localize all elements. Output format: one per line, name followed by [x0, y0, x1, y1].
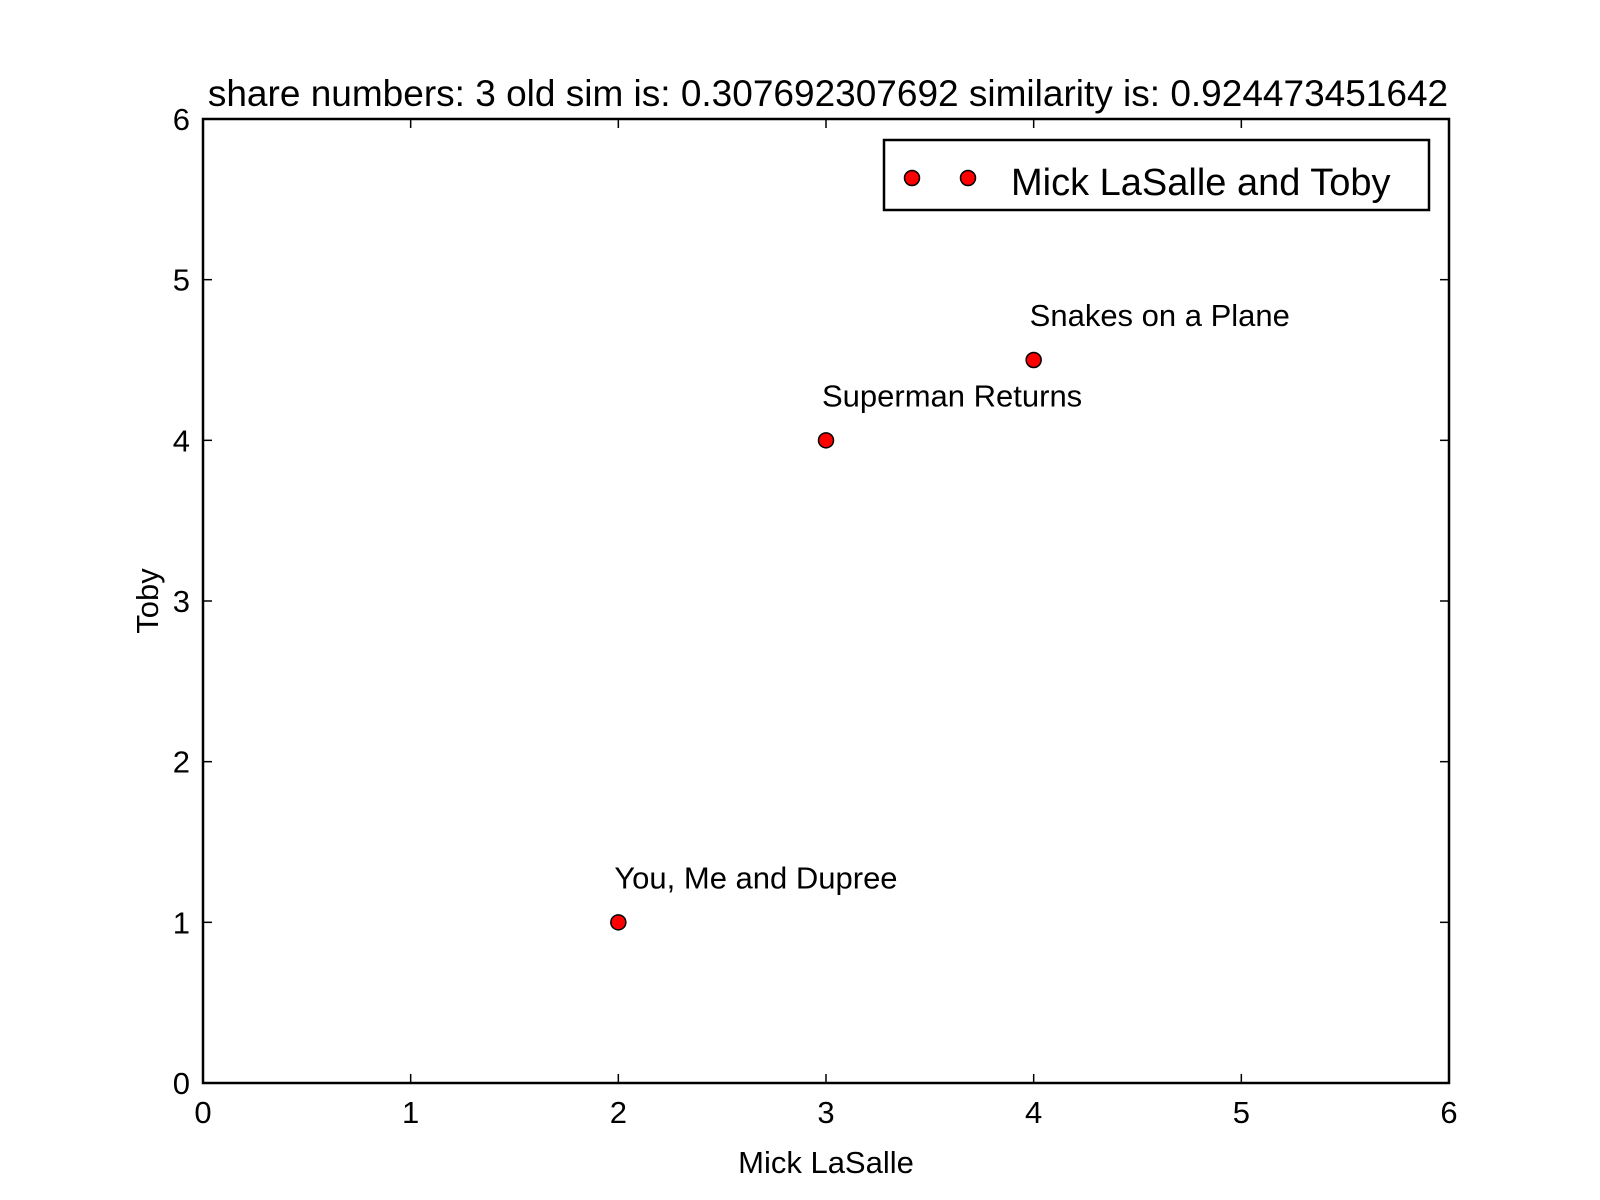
legend-entry-label: Mick LaSalle and Toby	[1011, 162, 1391, 204]
x-tick-label: 1	[402, 1095, 419, 1130]
y-axis-label: Toby	[130, 568, 165, 634]
point-label: Snakes on a Plane	[1030, 298, 1290, 333]
data-point	[1025, 351, 1042, 369]
data-point	[817, 432, 835, 449]
plot-area: 0 1 2 3 4 5 6 0 1 2 3 4 5 6 Superman Returns You, Me …	[173, 102, 1458, 1130]
x-tick-label: 5	[1233, 1095, 1250, 1130]
x-tick-label: 2	[610, 1095, 627, 1130]
y-tick-label: 4	[173, 423, 190, 458]
y-tick-label: 0	[173, 1066, 190, 1101]
plot-frame	[201, 117, 1451, 1085]
y-tick-label: 2	[173, 745, 190, 780]
y-tick-labels: 0 1 2 3 4 5 6	[173, 102, 190, 1101]
legend-marker	[903, 169, 921, 187]
y-tick-label: 6	[173, 102, 190, 137]
y-tick-label: 3	[173, 584, 190, 619]
legend-marker	[959, 169, 977, 187]
x-tick-label: 3	[817, 1095, 834, 1130]
point-label: Superman Returns	[822, 378, 1082, 413]
x-tick-label: 4	[1025, 1095, 1042, 1130]
data-point	[610, 914, 627, 931]
legend: Mick LaSalle and Toby	[882, 138, 1431, 212]
data-points	[610, 351, 1042, 931]
x-tick-labels: 0 1 2 3 4 5 6	[194, 1095, 1457, 1130]
y-tick-label: 5	[173, 263, 190, 298]
x-axis-label: Mick LaSalle	[738, 1145, 914, 1180]
y-tick-label: 1	[173, 905, 190, 940]
x-tick-label: 6	[1440, 1095, 1457, 1130]
chart-title: share numbers: 3 old sim is: 0.307692307…	[208, 73, 1448, 114]
point-label: You, Me and Dupree	[614, 860, 897, 895]
x-tick-label: 0	[194, 1095, 211, 1130]
point-labels: Superman Returns You, Me and Dupree Snakes…	[614, 298, 1290, 895]
axis-ticks	[202, 118, 1450, 1084]
